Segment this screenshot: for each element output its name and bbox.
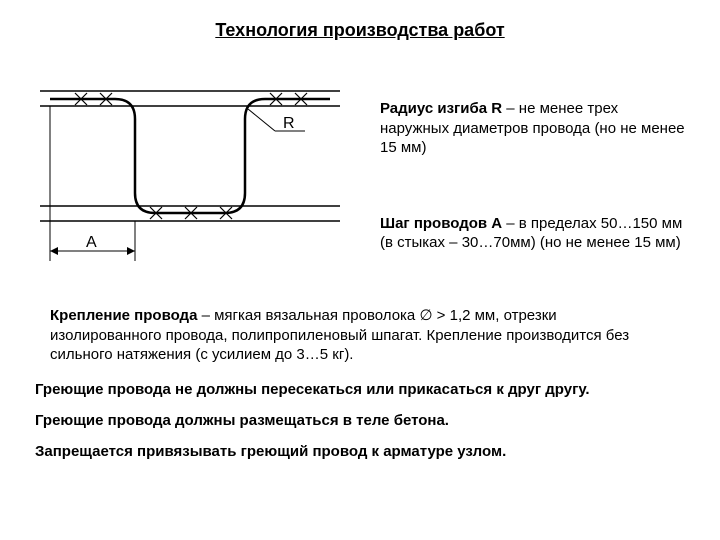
- param-step-bold: Шаг проводов А: [380, 215, 502, 232]
- param-radius-bold: Радиус изгиба R: [380, 100, 502, 117]
- fastening-bold: Крепление провода: [50, 307, 197, 324]
- fastening-text: Крепление провода – мягкая вязальная про…: [30, 306, 690, 365]
- params-text: Радиус изгиба R – не менее трех наружных…: [380, 61, 690, 281]
- diagram: R А: [30, 61, 350, 281]
- param-radius: Радиус изгиба R – не менее трех наружных…: [380, 99, 690, 158]
- a-label: А: [86, 234, 97, 251]
- warning-1: Греющие провода не должны пересекаться и…: [30, 381, 690, 398]
- warning-3: Запрещается привязывать греющий провод к…: [30, 443, 690, 460]
- top-section: R А Радиус изгиба R – не менее трех нару…: [30, 61, 690, 281]
- warning-2: Греющие провода должны размещаться в тел…: [30, 412, 690, 429]
- r-label: R: [283, 115, 295, 132]
- page-title: Технология производства работ: [30, 20, 690, 41]
- param-step: Шаг проводов А – в пределах 50…150 мм (в…: [380, 214, 690, 253]
